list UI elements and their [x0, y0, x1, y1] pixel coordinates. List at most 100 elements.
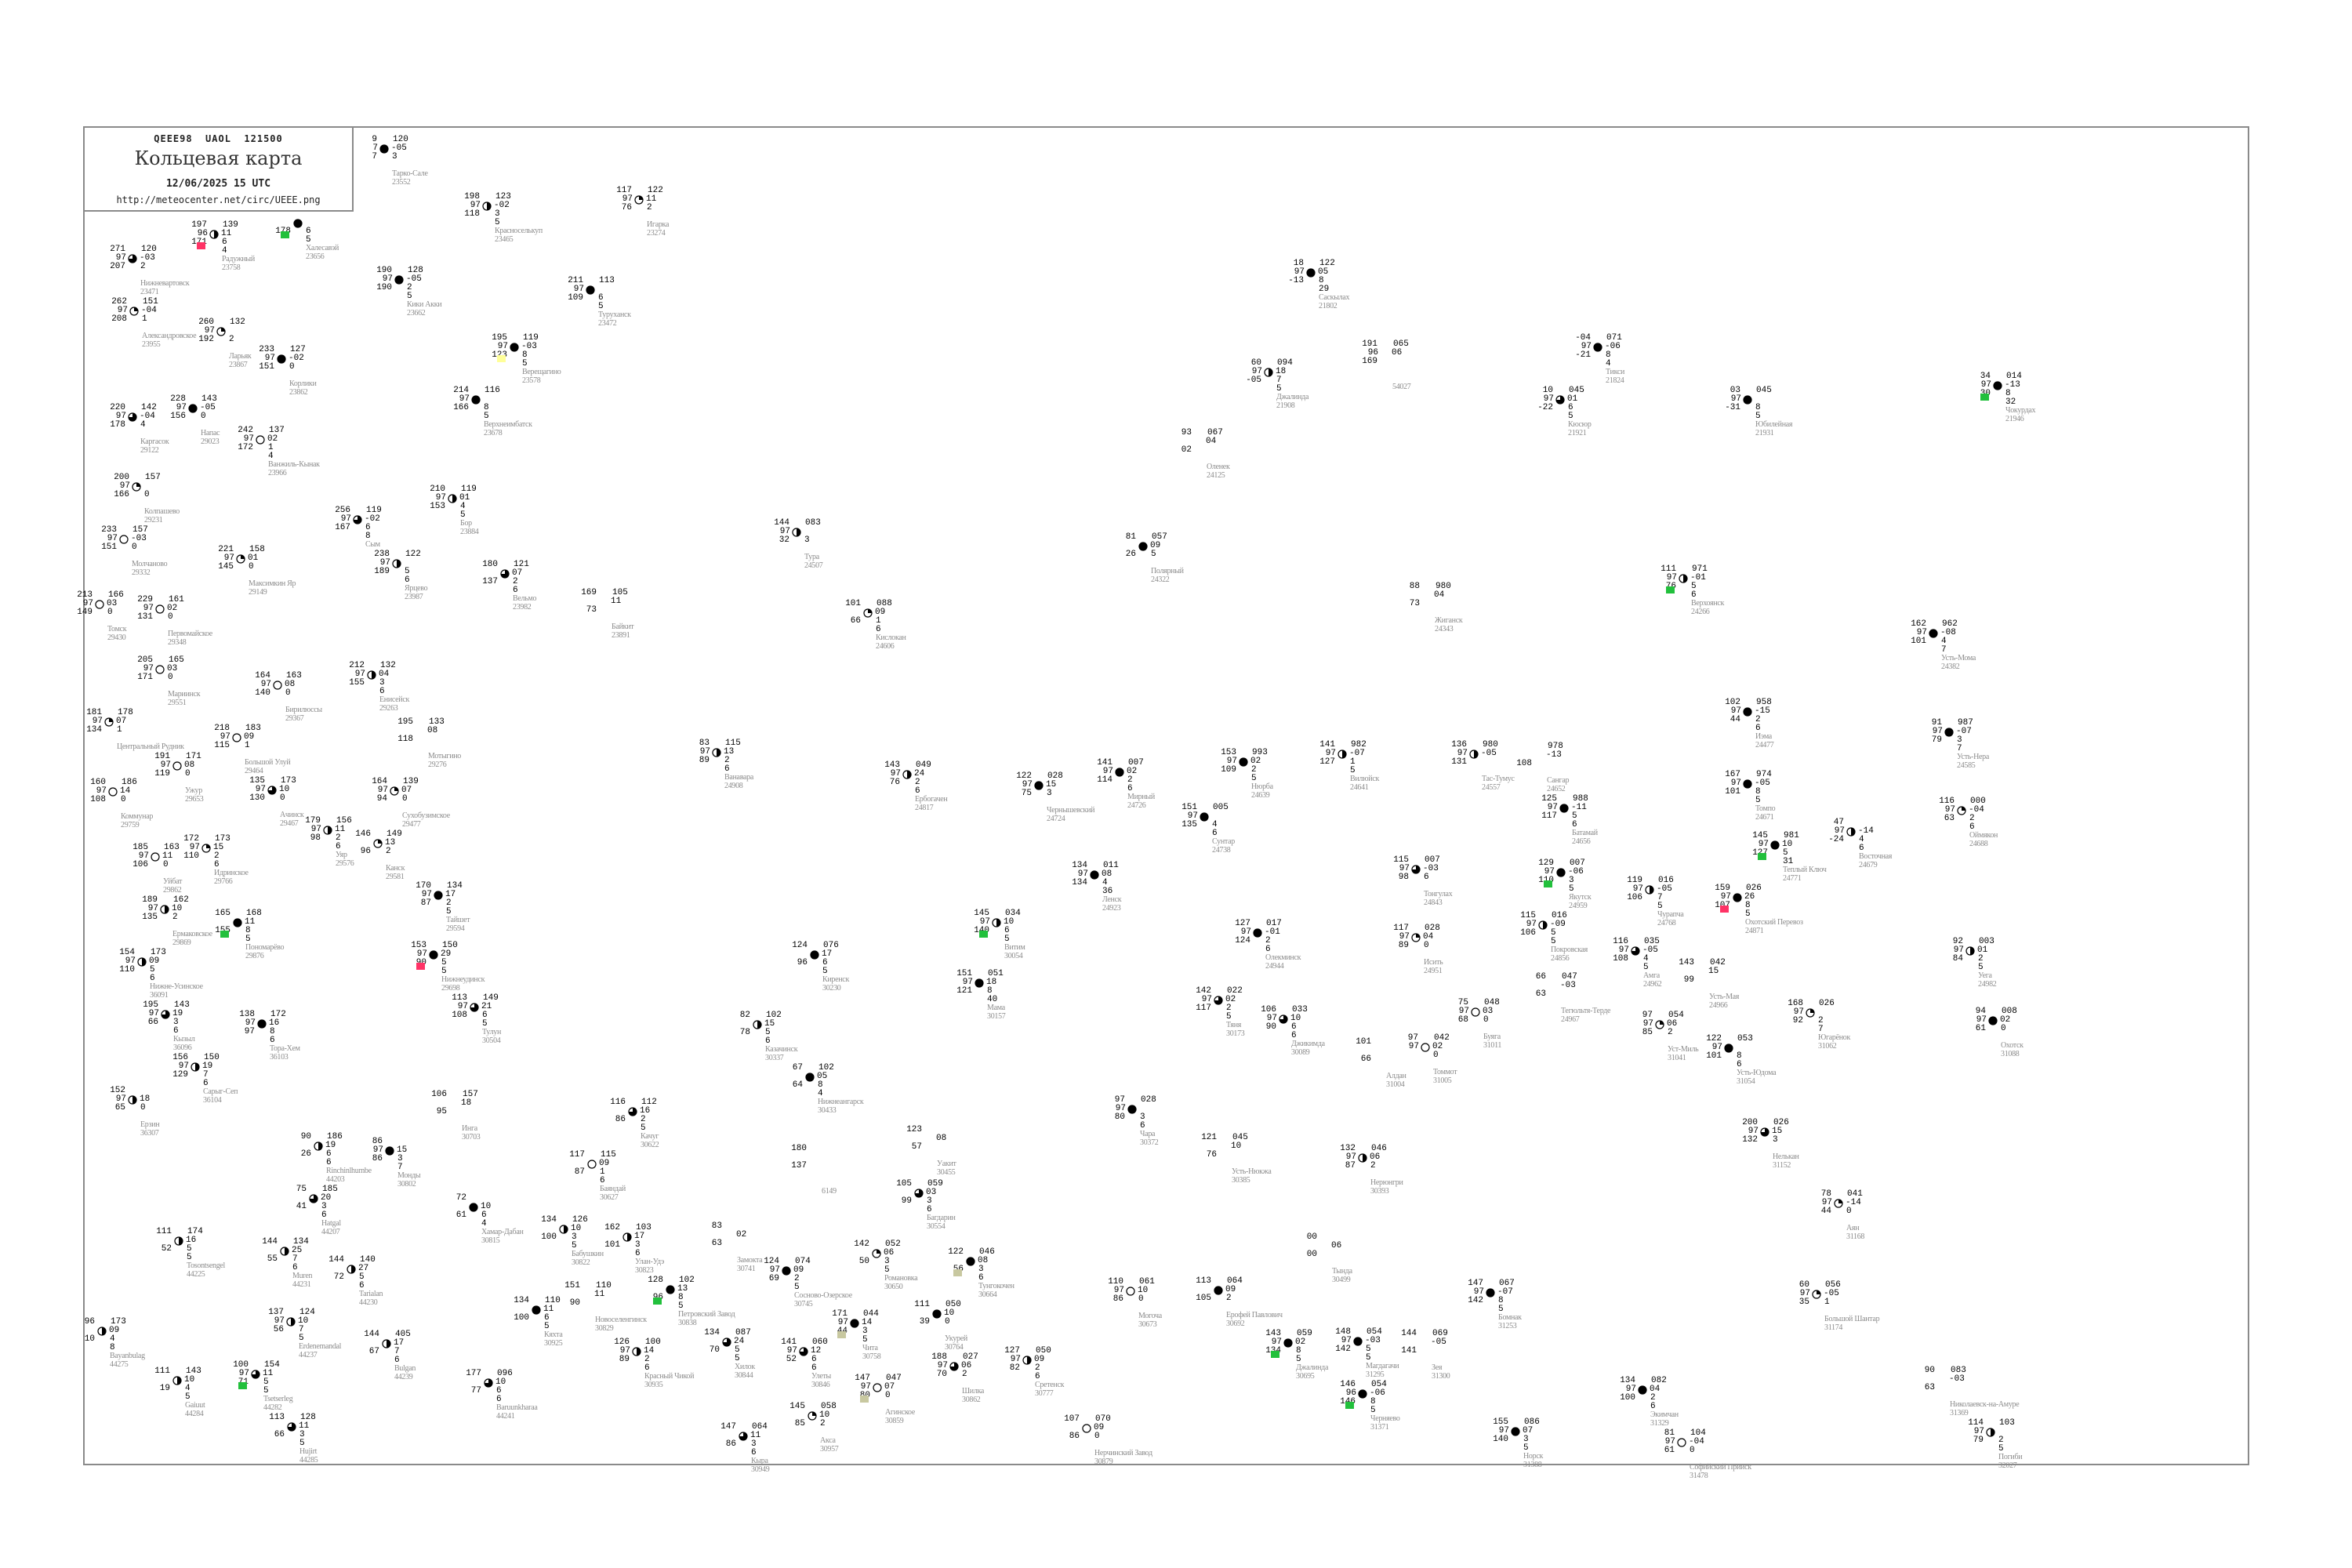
station-name: Югарёнок [1818, 1033, 1851, 1042]
dew-point: 95 [436, 1107, 447, 1116]
weather-mark-square [197, 242, 205, 249]
cloud-cover-icon [1538, 920, 1548, 930]
dew-point: 178 [110, 420, 125, 430]
pressure-tendency: -04 [1689, 1437, 1704, 1446]
dew-point: 79 [1973, 1436, 1984, 1445]
sea-level-pressure: 076 [823, 941, 839, 950]
cloud-height-code: 6 [292, 1263, 298, 1272]
cloud-cover-icon [1555, 395, 1565, 405]
sea-level-pressure: 149 [387, 829, 402, 839]
pressure-tendency: -09 [1550, 920, 1566, 929]
station-index: 31253 [1498, 1322, 1517, 1330]
pressure-tendency: 09 [599, 1159, 610, 1168]
station-name: Амга [1643, 971, 1660, 980]
station-name: Восточная [1859, 852, 1893, 861]
pressure-tendency: -06 [1370, 1388, 1385, 1398]
cloud-cover-icon [233, 918, 242, 927]
air-temperature: 142 [854, 1240, 869, 1249]
dew-point: 35 [1798, 1298, 1809, 1307]
cloud-height-code: 6 [214, 860, 220, 869]
pressure-tendency: -05 [1755, 779, 1770, 788]
visibility-code: 97 [1325, 749, 1336, 758]
cloud-cover-icon [95, 600, 104, 609]
air-temperature: 147 [720, 1422, 736, 1432]
station-index: 30823 [635, 1266, 654, 1275]
station-name: Уакит [937, 1160, 956, 1168]
cloud-height-code: 6 [1737, 1060, 1742, 1069]
cloud-code: 3 [1773, 1135, 1778, 1145]
sea-level-pressure: 173 [215, 834, 230, 844]
cloud-cover-icon [1358, 1389, 1367, 1399]
dew-point: 72 [333, 1272, 344, 1282]
map-url[interactable]: http://meteocenter.net/circ/UEEE.png [116, 194, 321, 205]
visibility-code: 97 [837, 1318, 848, 1327]
dew-point: 66 [850, 616, 861, 626]
dew-point: 68 [1457, 1015, 1468, 1025]
pressure-tendency: -07 [1497, 1287, 1513, 1297]
station-index: 24125 [1207, 471, 1225, 480]
sea-level-pressure: 119 [461, 485, 477, 494]
pressure-tendency: -03 [1423, 864, 1439, 873]
pressure-tendency: 11 [611, 597, 622, 606]
cloud-cover-icon [1733, 893, 1742, 902]
visibility-code: 97 [421, 890, 432, 899]
visibility-code: 97 [1271, 1338, 1282, 1347]
pressure-tendency: 03 [167, 664, 178, 673]
dew-point: 100 [1620, 1393, 1635, 1403]
air-temperature: 122 [948, 1247, 964, 1257]
dew-point: 137 [482, 577, 498, 586]
cloud-cover-icon [975, 978, 984, 988]
air-temperature: 135 [249, 776, 265, 786]
cloud-code: 2 [1650, 1393, 1656, 1403]
air-temperature: 153 [411, 941, 426, 950]
station-index: 24951 [1424, 967, 1443, 975]
dew-point: 7 [372, 152, 377, 162]
cloud-code: 1 [117, 725, 122, 735]
pressure-tendency: 08 [427, 726, 438, 735]
pressure-tendency: 04 [1423, 932, 1434, 942]
station-index: 31369 [1950, 1409, 1969, 1417]
cloud-height-code: 6 [644, 1363, 650, 1373]
cloud-height-code: 5 [735, 1354, 740, 1363]
cloud-height-code: 6 [326, 1158, 332, 1167]
cloud-cover-icon [1022, 1356, 1032, 1365]
air-temperature: 127 [1004, 1346, 1020, 1356]
sea-level-pressure: 050 [946, 1300, 961, 1309]
station-index: 23758 [222, 263, 241, 272]
station-index: 24738 [1212, 846, 1231, 855]
sea-level-pressure: 008 [2002, 1007, 2017, 1016]
cloud-code: 2 [1035, 1363, 1040, 1373]
sea-level-pressure: 017 [1266, 919, 1282, 928]
station-index: 30703 [462, 1133, 481, 1142]
cloud-code: 3 [495, 209, 500, 219]
station-index: 30499 [1332, 1276, 1351, 1284]
air-temperature: 116 [610, 1098, 626, 1107]
cloud-height-code: 6 [876, 625, 881, 634]
dew-point: 66 [1360, 1054, 1371, 1064]
air-temperature: 147 [855, 1374, 870, 1383]
station-name: Тунгокочен [978, 1282, 1014, 1290]
cloud-code: 1 [268, 443, 274, 452]
sea-level-pressure: 974 [1756, 770, 1772, 779]
station-index: 21921 [1568, 429, 1587, 437]
station-index: 24343 [1435, 625, 1454, 633]
cloud-cover-icon [251, 1370, 260, 1379]
station-index: 30829 [595, 1324, 614, 1333]
visibility-code: 97 [470, 201, 481, 210]
cloud-code: 3 [978, 1265, 984, 1274]
sea-level-pressure: 126 [572, 1215, 588, 1225]
pressure-tendency: 06 [961, 1361, 972, 1370]
station-index: 30815 [481, 1236, 500, 1245]
cloud-height-code: 5 [245, 935, 251, 944]
cloud-code: 2 [140, 262, 146, 271]
cloud-cover-icon [1655, 1020, 1664, 1029]
station-index: 44285 [299, 1456, 318, 1465]
sea-level-pressure: 122 [1319, 259, 1335, 268]
station-name: Могоча [1138, 1312, 1162, 1320]
cloud-height-code: 5 [299, 1439, 305, 1448]
pressure-tendency: -11 [1571, 803, 1587, 812]
cloud-height-code: 6 [1691, 590, 1697, 600]
sea-level-pressure: 071 [1606, 333, 1622, 343]
station-name: Уйбат [163, 877, 183, 886]
dew-point: 90 [1265, 1022, 1276, 1032]
